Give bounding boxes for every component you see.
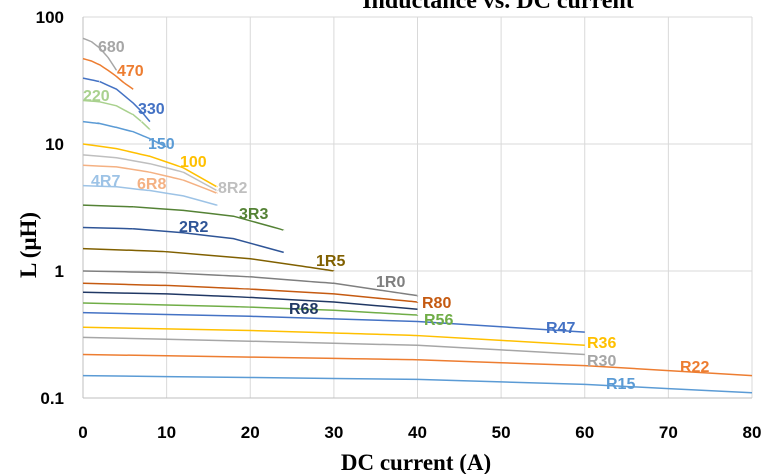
series-label-680: 680	[98, 39, 125, 56]
series-label-R80: R80	[422, 295, 451, 312]
series-line-3R3	[82, 204, 285, 231]
series-label-R22: R22	[680, 359, 709, 376]
series-label-3R3: 3R3	[239, 206, 268, 223]
series-line-1R5	[82, 247, 335, 272]
series-label-220: 220	[83, 88, 110, 105]
series-line-R22	[82, 353, 753, 377]
x-tick-label: 0	[78, 423, 87, 442]
series-label-R47: R47	[546, 320, 575, 337]
series-label-R36: R36	[587, 335, 616, 352]
series-line-150	[82, 120, 168, 148]
y-tick-label: 0.1	[40, 389, 64, 408]
series-line-680	[82, 37, 118, 71]
x-tick-label: 10	[157, 423, 176, 442]
series-label-R68: R68	[289, 301, 318, 318]
series-label-470: 470	[117, 63, 144, 80]
x-tick-label: 40	[408, 423, 427, 442]
series-line-R47	[82, 311, 585, 333]
series-label-4R7: 4R7	[91, 173, 120, 190]
series-label-1R0: 1R0	[376, 274, 405, 291]
x-axis-title: DC current (A)	[341, 450, 491, 474]
series-line-470	[82, 57, 134, 90]
series-line-220	[82, 99, 151, 131]
series-line-R80	[82, 282, 419, 303]
series-line-R68	[82, 291, 418, 310]
x-tick-labels: 0 10 20 30 40 50 60 70 80	[78, 423, 761, 442]
series-line-R56	[82, 302, 419, 316]
series-label-R56: R56	[424, 312, 453, 329]
series-label-R30: R30	[587, 353, 616, 370]
series-group	[82, 37, 753, 394]
y-tick-label: 10	[45, 135, 64, 154]
chart-title: Inductance vs. DC current	[362, 0, 634, 14]
series-label-100: 100	[180, 154, 207, 171]
series-line-4R7	[82, 184, 218, 206]
x-tick-label: 50	[492, 423, 511, 442]
y-tick-label: 1	[55, 262, 64, 281]
series-label-150: 150	[148, 136, 175, 153]
x-tick-label: 60	[575, 423, 594, 442]
x-tick-label: 20	[241, 423, 260, 442]
series-label-330: 330	[138, 101, 165, 118]
x-tick-label: 70	[659, 423, 678, 442]
series-line-R36	[82, 326, 586, 347]
series-label-R15: R15	[606, 376, 635, 393]
series-line-8R2	[82, 154, 218, 192]
x-tick-label: 80	[743, 423, 762, 442]
series-label-8R2: 8R2	[218, 180, 247, 197]
series-line-6R8	[82, 164, 218, 194]
series-label-1R5: 1R5	[316, 253, 345, 270]
series-label-2R2: 2R2	[179, 219, 208, 236]
y-tick-label: 100	[36, 8, 64, 27]
x-tick-label: 30	[324, 423, 343, 442]
series-line-1R0	[82, 270, 419, 297]
y-tick-labels: 0.1 1 10 100	[36, 8, 64, 408]
series-line-100	[82, 143, 218, 188]
series-line-2R2	[82, 226, 284, 254]
grid	[82, 16, 753, 399]
series-label-6R8: 6R8	[137, 176, 166, 193]
series-line-R15	[82, 374, 753, 394]
series-labels: 680 470 330 220 150 100 8R2 6R8 4R7 3R3 2R2 1R5 1R0 R…	[83, 39, 709, 393]
series-line-R30	[82, 336, 585, 356]
y-axis-title: L (μH)	[16, 212, 41, 278]
